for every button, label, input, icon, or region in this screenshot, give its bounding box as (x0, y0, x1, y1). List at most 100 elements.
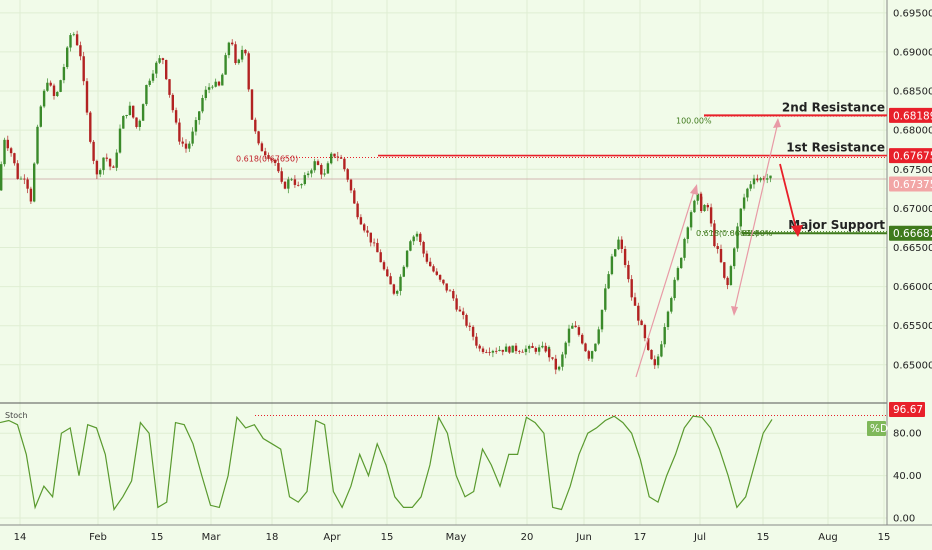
candle-body (372, 242, 376, 244)
candle-body (769, 175, 772, 179)
candle-body (590, 351, 594, 359)
candle-body (766, 178, 769, 180)
candle-body (729, 266, 733, 286)
stochastic-oscillator: Stoch (0, 411, 887, 512)
candle-body (518, 351, 521, 352)
candle-body (491, 350, 495, 353)
candle-body (465, 314, 468, 326)
candle-body (432, 266, 435, 272)
candle-body (604, 288, 607, 310)
candle-body (92, 141, 95, 161)
candle-body (75, 34, 79, 46)
major-support-label: Major Support (788, 218, 885, 232)
candle-body (706, 204, 709, 208)
price-tick-label: 0.68500 (893, 87, 932, 98)
candle-body (59, 80, 62, 92)
candle-body (567, 328, 571, 343)
candle-body (726, 277, 729, 286)
price-tick-label: 0.69000 (893, 47, 932, 58)
candle-body (458, 309, 462, 312)
candle-body (66, 47, 69, 68)
fib-retracement-label: 0.618(0.67650) (236, 155, 298, 164)
candle-body (161, 58, 165, 60)
candle-body (151, 73, 155, 81)
time-tick-label: May (446, 532, 467, 543)
candle-body (49, 82, 52, 86)
candle-body (306, 173, 310, 176)
candle-body (607, 274, 610, 289)
candle-body (415, 233, 419, 237)
candle-body (581, 334, 584, 344)
second-resistance-value: 0.68189 (893, 110, 932, 122)
candle-body (693, 200, 696, 213)
candle-body (571, 325, 574, 329)
candle-body (504, 346, 508, 352)
support-fib-percent-label: 61.80% (742, 229, 773, 238)
candle-body (211, 86, 214, 88)
candle-body (501, 349, 504, 352)
candle-body (683, 238, 686, 258)
candle-body (330, 153, 333, 164)
time-tick-label: Aug (818, 532, 838, 543)
candle-body (564, 342, 567, 355)
time-tick-label: Apr (323, 532, 341, 543)
candle-body (115, 152, 118, 168)
candle-body (511, 345, 514, 353)
candle-body (686, 227, 689, 239)
candle-body (425, 253, 429, 262)
candle-body (676, 268, 680, 280)
badge-current-price: 0.67375 (889, 176, 932, 192)
candle-body (26, 179, 29, 189)
candle-body (627, 264, 630, 280)
oscillator-legend-badge (867, 421, 886, 436)
candle-body (168, 79, 171, 95)
time-tick-label: 15 (151, 532, 164, 543)
candle-body (280, 171, 283, 182)
candle-body (217, 81, 221, 86)
candle-body (594, 343, 597, 352)
candle-body (366, 230, 369, 233)
candle-body (204, 89, 207, 98)
trend-drawings (635, 118, 803, 378)
candle-body (700, 196, 703, 212)
first-resistance-value: 0.67675 (893, 151, 932, 163)
candle-body (247, 53, 250, 90)
first-resistance-label: 1st Resistance (786, 141, 885, 155)
candle-body (188, 143, 191, 149)
candle-body (141, 104, 145, 121)
candle-body (270, 158, 273, 160)
candle-body (396, 290, 399, 294)
candle-body (184, 143, 188, 149)
candle-body (739, 208, 742, 227)
candle-body (108, 158, 112, 167)
candle-body (89, 112, 92, 142)
candle-body (36, 126, 39, 164)
candle-body (201, 97, 204, 112)
candle-body (33, 163, 36, 202)
candle-body (0, 164, 3, 191)
oscillator-name: Stoch (5, 411, 28, 420)
candle-body (316, 161, 320, 165)
drop-arrow-line (779, 163, 798, 233)
candle-body (680, 257, 683, 269)
time-tick-label: Jul (693, 532, 706, 543)
candle-body (158, 58, 161, 63)
candle-body (240, 49, 244, 60)
candle-body (214, 81, 217, 87)
candle-body (99, 170, 102, 175)
candle-body (145, 84, 148, 105)
candle-body (3, 139, 6, 165)
candle-body (231, 42, 234, 45)
candle-body (719, 249, 723, 263)
candle-body (756, 178, 759, 181)
candle-body (244, 49, 247, 54)
candle-body (326, 163, 330, 174)
candle-body (600, 309, 604, 330)
candle-body (689, 212, 693, 228)
candle-body (392, 284, 396, 294)
candle-body (85, 81, 89, 113)
time-tick-label: Mar (202, 532, 222, 543)
candle-body (125, 114, 128, 117)
candle-body (29, 188, 33, 202)
candle-body (557, 366, 561, 370)
